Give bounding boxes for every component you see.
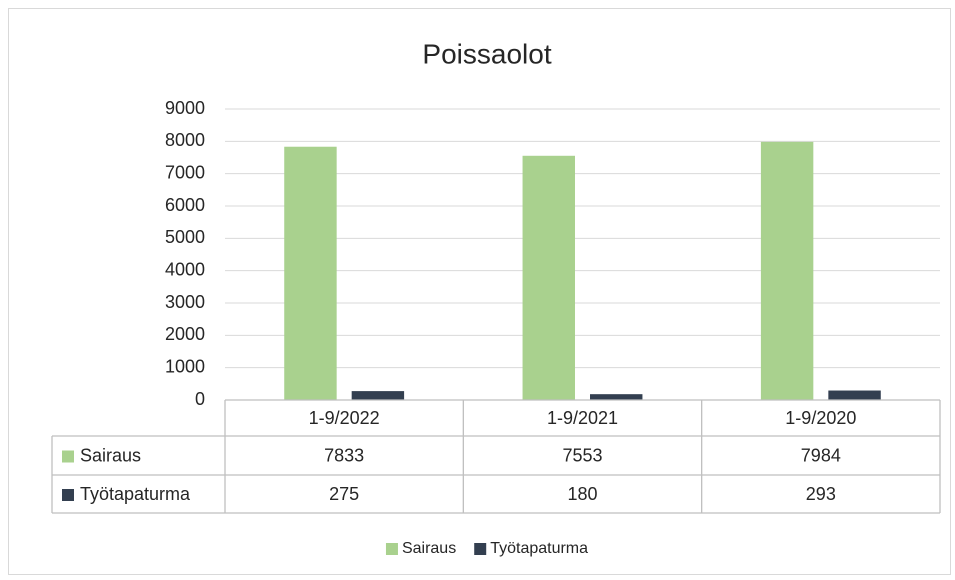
table-cell: 180 (567, 484, 597, 504)
x-tick-label: 1-9/2021 (547, 408, 618, 428)
table-cell: 7833 (324, 445, 364, 465)
bar (351, 391, 405, 400)
table-cell: 7984 (801, 445, 841, 465)
bar (522, 155, 575, 400)
y-tick-label: 4000 (165, 259, 205, 279)
y-tick-label: 1000 (165, 356, 205, 376)
y-tick-label: 9000 (165, 98, 205, 118)
bar (760, 141, 814, 401)
table-legend-key (62, 450, 74, 463)
legend-label: Työtapaturma (490, 540, 588, 557)
legend-key (385, 543, 398, 555)
y-tick-label: 3000 (165, 292, 205, 312)
x-tick-label: 1-9/2022 (309, 408, 380, 428)
table-cell: 7553 (562, 445, 602, 465)
x-tick-label: 1-9/2020 (785, 408, 856, 428)
table-legend-key (62, 489, 74, 501)
y-tick-label: 5000 (165, 227, 205, 247)
y-tick-label: 8000 (165, 130, 205, 150)
bar (284, 146, 337, 400)
y-tick-label: 2000 (165, 324, 205, 344)
bar (828, 390, 881, 400)
table-cell: 293 (806, 484, 836, 504)
y-tick-label: 6000 (165, 195, 205, 215)
table-row-label: Työtapaturma (80, 484, 191, 504)
legend-key (474, 543, 487, 555)
table-cell: 275 (329, 484, 359, 504)
bar (590, 394, 643, 400)
legend-label: Sairaus (402, 540, 456, 557)
y-tick-label: 0 (195, 389, 205, 409)
table-row-label: Sairaus (80, 445, 141, 465)
chart-title: Poissaolot (422, 38, 551, 69)
y-tick-label: 7000 (165, 162, 205, 182)
